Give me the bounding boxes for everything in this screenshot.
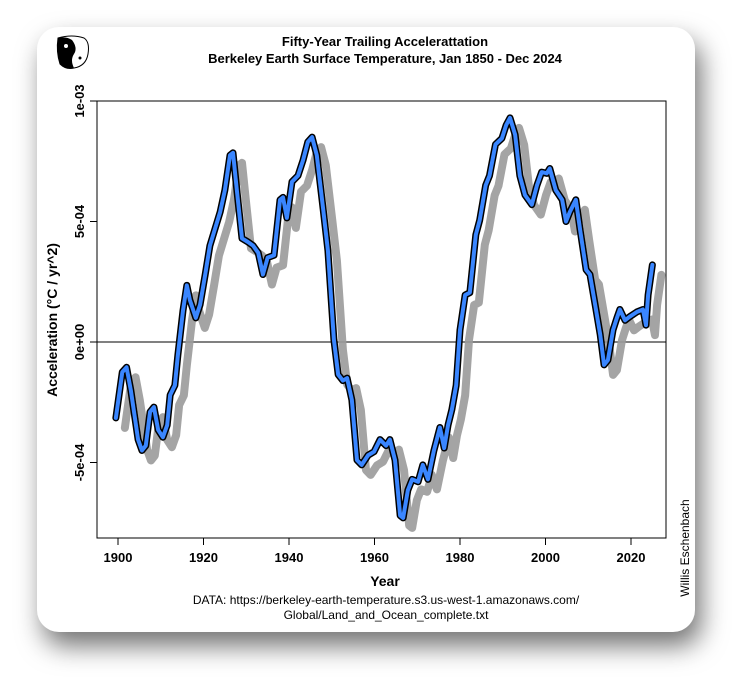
y-tick-label: 1e-03 [72, 84, 87, 117]
x-tick-label: 1940 [275, 550, 304, 565]
data-source-line-1: DATA: https://berkeley-earth-temperature… [193, 593, 580, 607]
chart-subtitle: Berkeley Earth Surface Temperature, Jan … [208, 51, 563, 66]
chart-card [37, 27, 695, 632]
x-axis-label: Year [370, 573, 400, 589]
author-credit: Willis Eschenbach [678, 499, 692, 596]
x-tick-label: 2020 [617, 550, 646, 565]
plot-frame [96, 100, 667, 539]
chart-title: Fifty-Year Trailing Accelerattation [282, 34, 488, 49]
x-tick-label: 2000 [531, 550, 560, 565]
logo-icon [56, 35, 89, 69]
y-tick-label: 5e-04 [72, 204, 87, 238]
x-tick-label: 1960 [360, 550, 389, 565]
y-tick-label: 0e+00 [72, 324, 87, 361]
y-tick-label: -5e-04 [72, 443, 87, 481]
x-tick-label: 1900 [104, 550, 133, 565]
x-tick-label: 1920 [189, 550, 218, 565]
x-tick-label: 1980 [446, 550, 475, 565]
y-axis-label: Acceleration (°C / yr^2) [44, 243, 60, 397]
data-source-line-2: Global/Land_and_Ocean_complete.txt [284, 608, 489, 622]
